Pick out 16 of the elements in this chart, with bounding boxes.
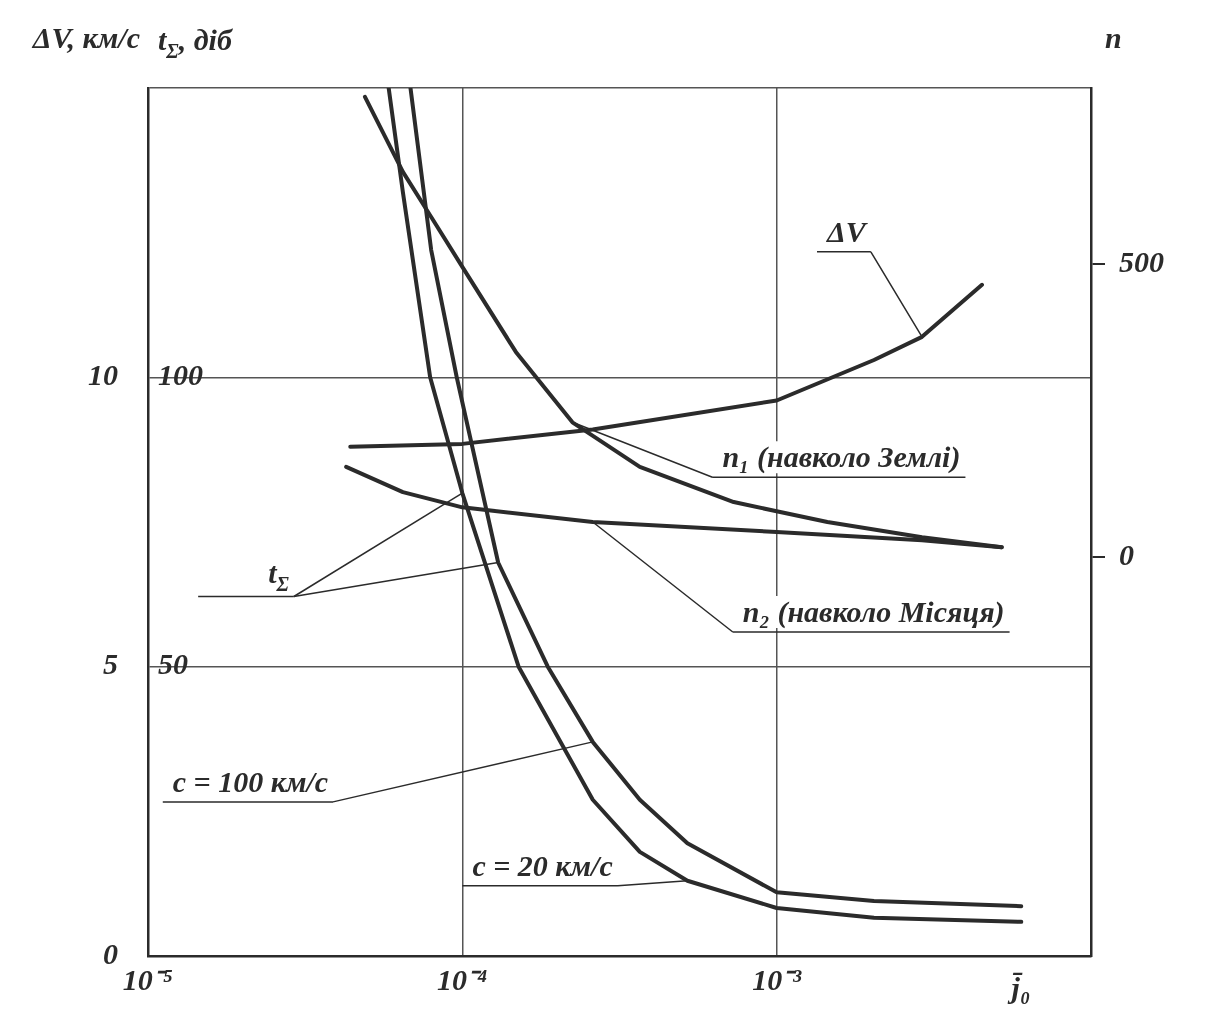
y3-tick-label: 500: [1119, 244, 1164, 278]
y-axis-title: ΔV, км/с: [31, 21, 140, 54]
y3-axis-title: n: [1105, 21, 1122, 54]
series-label: n₂ (навколо Місяця): [742, 595, 1005, 629]
y-tick-label: 5: [103, 647, 118, 681]
text: ΔV: [826, 214, 869, 248]
x-tick-label: 10⁻⁵: [122, 962, 174, 996]
text: c = 100 км/с: [172, 764, 329, 798]
x-tick-label: 10⁻³: [752, 962, 803, 996]
legend-label: n₁ (навколо Землі): [722, 440, 961, 475]
series-label: c = 20 км/с: [472, 848, 613, 882]
y-tick-label: 0: [103, 936, 118, 970]
y3-tick-label: 0: [1119, 537, 1134, 571]
x-axis-title: j̄₀: [1007, 971, 1031, 1004]
x-tick-label: 10⁻⁴: [437, 962, 488, 996]
y-tick-label: 10: [88, 358, 118, 392]
